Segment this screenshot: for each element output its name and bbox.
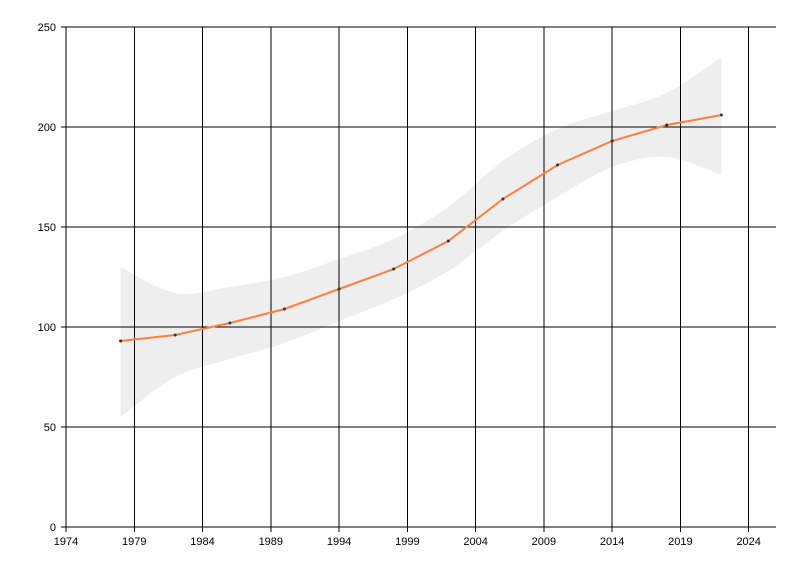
grid-layer (66, 26, 776, 527)
x-tick-label: 1984 (190, 536, 214, 548)
data-point (556, 163, 560, 167)
y-tick-label: 200 (38, 122, 56, 134)
data-point (719, 113, 723, 117)
x-tick-label: 1974 (54, 536, 78, 548)
data-point (228, 321, 232, 325)
confidence-band-0 (120, 57, 722, 417)
x-tick-label: 2009 (532, 536, 556, 548)
data-point (665, 123, 669, 127)
series-layer (120, 114, 722, 342)
y-tick-label: 100 (38, 322, 56, 334)
x-tick-label: 1999 (395, 536, 419, 548)
data-point (501, 197, 505, 201)
x-tick-label: 2004 (463, 536, 487, 548)
series-line-0 (120, 114, 722, 342)
data-point (173, 333, 177, 337)
axes-layer: 0 50 100 150 200 250 1974 1979 1984 1989 1994 1999 2… (38, 22, 776, 548)
y-tick-label: 0 (50, 522, 56, 534)
y-tick-label: 50 (44, 422, 56, 434)
data-point (119, 339, 123, 343)
x-tick-label: 2014 (600, 536, 624, 548)
x-tick-label: 1994 (327, 536, 351, 548)
confidence-band-layer (120, 57, 722, 417)
y-tick-label: 250 (38, 22, 56, 34)
data-point (337, 287, 341, 291)
x-tick-label: 2024 (736, 536, 760, 548)
data-point (392, 267, 396, 271)
data-point (610, 139, 614, 143)
data-point (446, 239, 450, 243)
x-tick-label: 2019 (668, 536, 692, 548)
data-point (282, 307, 286, 311)
y-tick-label: 150 (38, 222, 56, 234)
x-tick-label: 1979 (122, 536, 146, 548)
x-tick-label: 1989 (259, 536, 283, 548)
marker-layer (119, 113, 723, 343)
